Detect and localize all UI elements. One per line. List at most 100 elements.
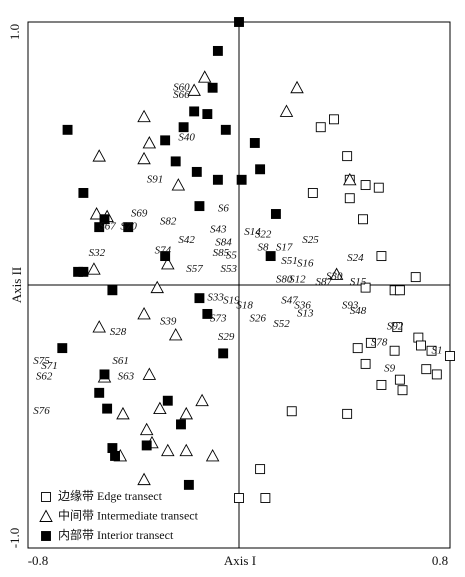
point [102,403,113,414]
point [179,443,194,457]
site-label: S93 [342,300,359,312]
site-label: S80 [276,273,293,285]
point [141,440,152,451]
point [431,369,442,380]
point [360,282,371,293]
point [187,83,201,96]
point [234,493,244,503]
point [365,337,376,348]
point [315,122,326,133]
site-label: S33 [207,292,224,304]
site-label: S17 [276,242,293,254]
point [194,201,205,212]
point [161,443,175,457]
point [307,187,318,198]
site-label: S87 [315,276,332,288]
site-label: S60 [173,81,190,93]
point [207,82,218,93]
point [445,351,455,361]
point [376,379,387,390]
site-label: S82 [160,215,177,227]
site-label: S19 [223,294,240,306]
site-label: S73 [210,313,227,325]
point [410,272,421,283]
site-label: S32 [89,247,106,259]
point [255,464,266,475]
site-label: S1 [432,344,443,356]
point [397,385,408,396]
point [416,340,426,351]
point [92,320,106,333]
x-axis-title: Axis I [224,553,256,568]
point [170,156,181,167]
point [142,367,157,380]
site-label: S92 [387,321,404,333]
point [171,178,186,191]
point [329,114,339,125]
site-label: S53 [221,263,238,275]
point [137,109,151,123]
site-label: S78 [371,336,388,348]
site-label: S52 [273,318,290,330]
point [183,479,194,490]
point [116,406,130,420]
site-label: S85 [213,247,230,259]
point [99,369,110,380]
point [87,262,101,275]
point [202,109,213,120]
point [394,374,405,385]
point [137,472,151,486]
site-label: S63 [118,371,135,383]
site-label: S24 [347,252,364,264]
site-label: S8 [257,242,269,254]
site-label: S6 [218,202,230,214]
point [265,251,276,262]
site-label: S66 [173,89,190,101]
point [150,280,164,294]
y-tick-label: -1.0 [7,528,22,549]
site-label: S91 [147,173,164,185]
point [168,328,183,341]
site-label: S84 [215,236,232,248]
point [99,214,110,225]
site-label: S13 [297,307,314,319]
point [94,387,105,398]
point [191,166,202,177]
point [212,45,223,56]
point [255,164,266,175]
point [394,285,405,296]
site-label: S18 [236,300,253,312]
point [176,419,186,430]
site-label: S76 [33,405,50,417]
point [342,151,353,162]
y-axis-title: Axis II [9,267,24,303]
site-label: S36 [294,300,311,312]
site-label: S5 [226,250,238,262]
point [352,343,363,354]
site-label: S74 [155,244,172,256]
site-label: S40 [178,131,195,143]
point [78,187,89,198]
site-label: S47 [281,294,298,306]
point [279,104,294,117]
point [234,17,244,27]
site-label: S39 [160,315,177,327]
point [92,149,106,162]
point [392,322,403,333]
point [139,422,154,436]
point [123,222,134,233]
point [178,122,189,133]
x-tick-label: -0.8 [28,553,49,568]
point [343,172,357,186]
point [360,180,371,191]
legend-label: 中间带 Intermediate transect [58,507,199,522]
site-label: S69 [131,208,148,220]
site-label: S48 [350,305,367,317]
site-label: S70 [120,221,137,233]
point [260,493,271,503]
point [249,138,260,148]
point [194,293,205,304]
point [161,257,175,270]
site-label: S71 [41,360,58,372]
